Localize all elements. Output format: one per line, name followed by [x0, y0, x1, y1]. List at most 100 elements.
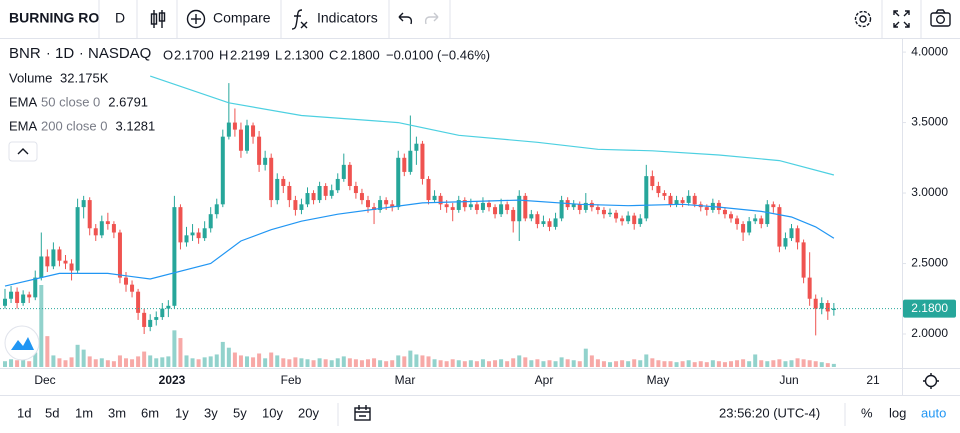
- range-button[interactable]: 1m: [75, 405, 93, 420]
- candle-body: [577, 204, 582, 210]
- volume-bar: [692, 362, 697, 367]
- volume-bar: [87, 356, 92, 367]
- chart-type-button[interactable]: [150, 10, 166, 28]
- volume-bar: [686, 360, 691, 367]
- volume-bar: [420, 355, 425, 367]
- log-toggle[interactable]: log: [889, 405, 906, 420]
- candle-body: [81, 200, 86, 208]
- candle-body: [789, 228, 794, 239]
- volume-bar: [130, 359, 135, 367]
- candle-body: [154, 317, 159, 320]
- range-button[interactable]: 5y: [233, 405, 247, 420]
- range-button[interactable]: 20y: [298, 405, 319, 420]
- toolbar: BURNING RO D Compare Indicators: [0, 0, 960, 39]
- candle-body: [444, 204, 449, 208]
- volume-bar: [801, 359, 806, 367]
- collapse-button[interactable]: [8, 141, 38, 162]
- candle-body: [680, 200, 685, 203]
- range-button[interactable]: 1y: [175, 405, 189, 420]
- candle-body: [638, 218, 643, 225]
- volume-bar: [251, 357, 256, 367]
- volume-bar: [148, 355, 153, 367]
- range-button[interactable]: 3m: [108, 405, 126, 420]
- candle-body: [190, 232, 195, 236]
- range-button[interactable]: 5d: [45, 405, 59, 420]
- volume-bar: [33, 352, 38, 367]
- candle-body: [359, 193, 364, 201]
- volume-bar: [505, 361, 510, 367]
- candle-body: [390, 204, 395, 208]
- candle-body: [722, 209, 727, 215]
- candle-body: [341, 164, 346, 179]
- candle-body: [257, 136, 262, 165]
- legend-ohlc-value: 2.1300: [284, 47, 324, 62]
- volume-bar: [741, 359, 746, 367]
- x-tick-label: Jun: [779, 373, 798, 387]
- volume-bar: [735, 360, 740, 367]
- redo-button[interactable]: [424, 12, 439, 25]
- candle-body: [795, 228, 800, 243]
- candle-body: [275, 178, 280, 201]
- date-range-button[interactable]: [354, 405, 371, 421]
- volume-bar: [493, 360, 498, 367]
- candle-body: [160, 308, 165, 318]
- volume-bar: [281, 358, 286, 367]
- x-tick-label: 21: [866, 373, 880, 387]
- symbol-search[interactable]: BURNING RO: [9, 10, 99, 26]
- volume-bar: [372, 358, 377, 367]
- candle-body: [51, 249, 56, 267]
- candle-body: [353, 185, 358, 194]
- candle-body: [311, 193, 316, 201]
- candle-body: [426, 178, 431, 201]
- range-button[interactable]: 3y: [204, 405, 218, 420]
- candle-body: [668, 195, 673, 205]
- indicators-label: Indicators: [317, 10, 378, 26]
- axis-settings[interactable]: [923, 373, 939, 389]
- logo[interactable]: [4, 325, 40, 361]
- volume-bar: [462, 361, 467, 367]
- candle-body: [45, 256, 50, 267]
- interval-button[interactable]: D: [115, 10, 125, 26]
- undo-button[interactable]: [398, 12, 413, 25]
- volume-bar: [408, 350, 413, 367]
- candle-body: [305, 193, 310, 205]
- volume-bar: [487, 361, 491, 367]
- candle-body: [595, 207, 600, 210]
- x-tick-label: May: [647, 373, 670, 387]
- volume-bar: [789, 360, 794, 367]
- dot: ·: [46, 45, 51, 61]
- volume-bar: [166, 356, 171, 367]
- range-button[interactable]: 10y: [262, 405, 283, 420]
- volume-bar: [160, 357, 165, 367]
- fullscreen-button[interactable]: [893, 10, 910, 28]
- candle-body: [75, 207, 80, 271]
- range-button[interactable]: 1d: [17, 405, 31, 420]
- candle-body: [202, 228, 207, 239]
- candle-body: [148, 319, 153, 327]
- candle-body: [87, 200, 92, 229]
- volume-bar: [178, 338, 183, 367]
- screenshot-button[interactable]: [930, 9, 951, 27]
- volume-bar: [710, 360, 715, 367]
- auto-toggle[interactable]: auto: [921, 405, 946, 420]
- settings-button[interactable]: [854, 10, 872, 28]
- volume-bar: [662, 361, 667, 367]
- candle-body: [3, 298, 7, 306]
- candle-body: [33, 277, 38, 298]
- compare-button[interactable]: Compare: [186, 10, 271, 29]
- volume-bar: [813, 361, 818, 367]
- volume-bar: [468, 360, 473, 367]
- percent-toggle[interactable]: %: [861, 405, 873, 420]
- y-tick-label: 3.0000: [911, 185, 948, 199]
- candle-body: [105, 221, 110, 225]
- candle-body: [807, 277, 812, 299]
- volume-bar: [232, 352, 237, 367]
- legend-ohlc-key: O: [163, 47, 173, 62]
- candle-body: [372, 207, 377, 210]
- legend-ema-name: EMA: [9, 118, 38, 133]
- range-button[interactable]: 6m: [141, 405, 159, 420]
- x-tick-label: Feb: [281, 373, 302, 387]
- candle-body: [208, 214, 213, 229]
- candle-body: [456, 200, 461, 210]
- indicators-button[interactable]: Indicators: [291, 9, 378, 30]
